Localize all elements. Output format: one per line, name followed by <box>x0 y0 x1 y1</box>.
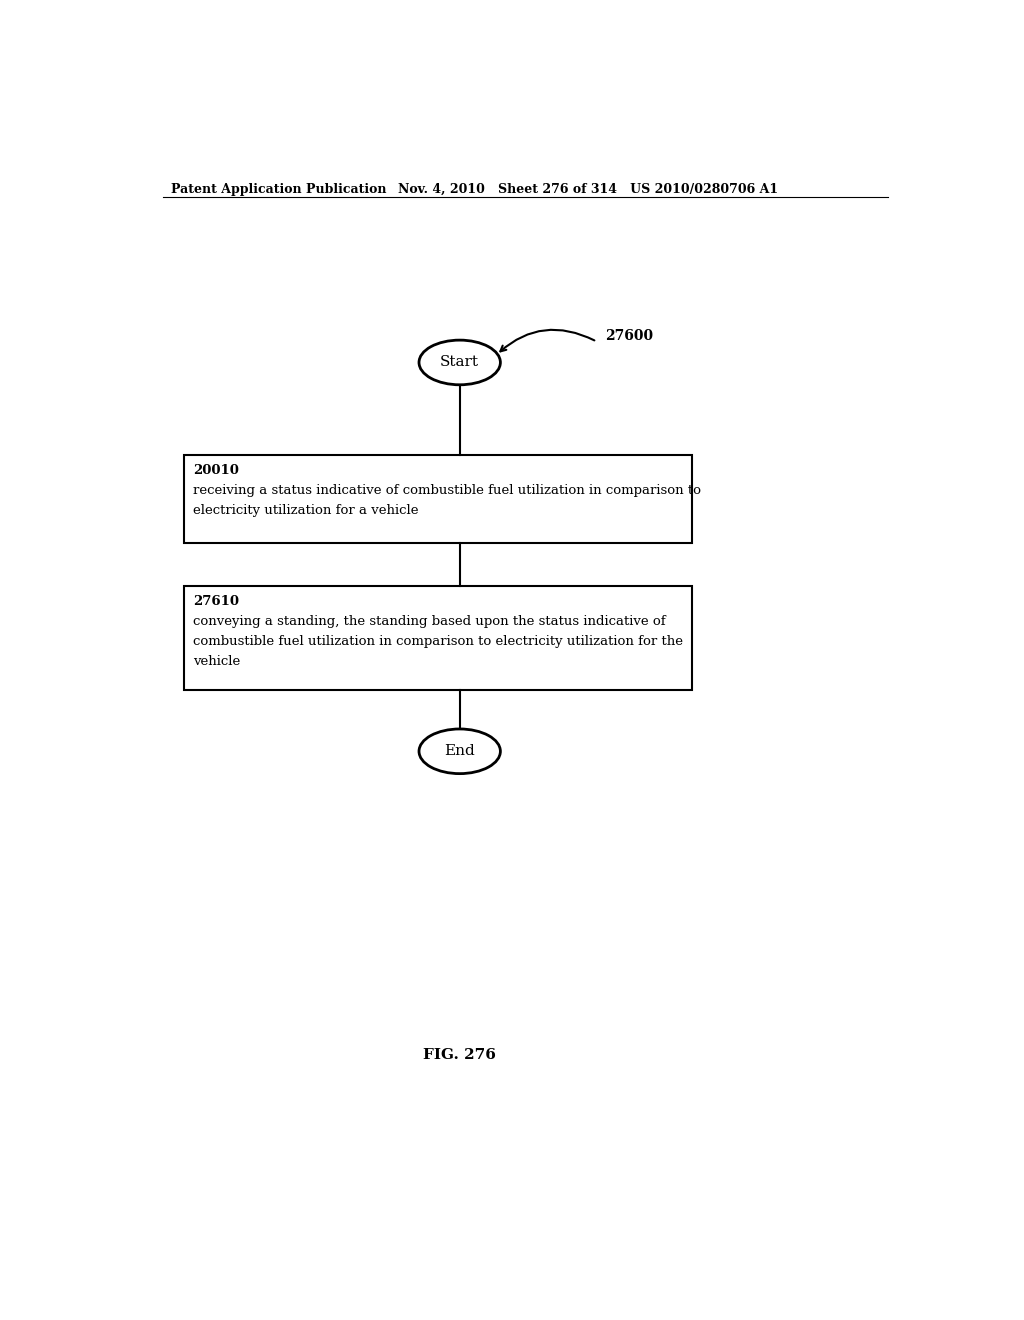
Text: Patent Application Publication: Patent Application Publication <box>171 183 386 197</box>
Text: End: End <box>444 744 475 758</box>
Text: FIG. 276: FIG. 276 <box>423 1048 497 1063</box>
Bar <box>183 455 692 544</box>
Text: combustible fuel utilization in comparison to electricity utilization for the: combustible fuel utilization in comparis… <box>194 635 683 648</box>
Ellipse shape <box>419 341 501 385</box>
Text: receiving a status indicative of combustible fuel utilization in comparison to: receiving a status indicative of combust… <box>194 484 701 498</box>
Text: 27600: 27600 <box>604 329 652 342</box>
Bar <box>183 586 692 689</box>
Text: Start: Start <box>440 355 479 370</box>
Text: 20010: 20010 <box>194 465 239 477</box>
Text: vehicle: vehicle <box>194 655 241 668</box>
Text: conveying a standing, the standing based upon the status indicative of: conveying a standing, the standing based… <box>194 615 666 628</box>
Text: Nov. 4, 2010   Sheet 276 of 314   US 2010/0280706 A1: Nov. 4, 2010 Sheet 276 of 314 US 2010/02… <box>397 183 778 197</box>
Text: 27610: 27610 <box>194 595 239 609</box>
Ellipse shape <box>419 729 501 774</box>
Text: electricity utilization for a vehicle: electricity utilization for a vehicle <box>194 504 419 517</box>
